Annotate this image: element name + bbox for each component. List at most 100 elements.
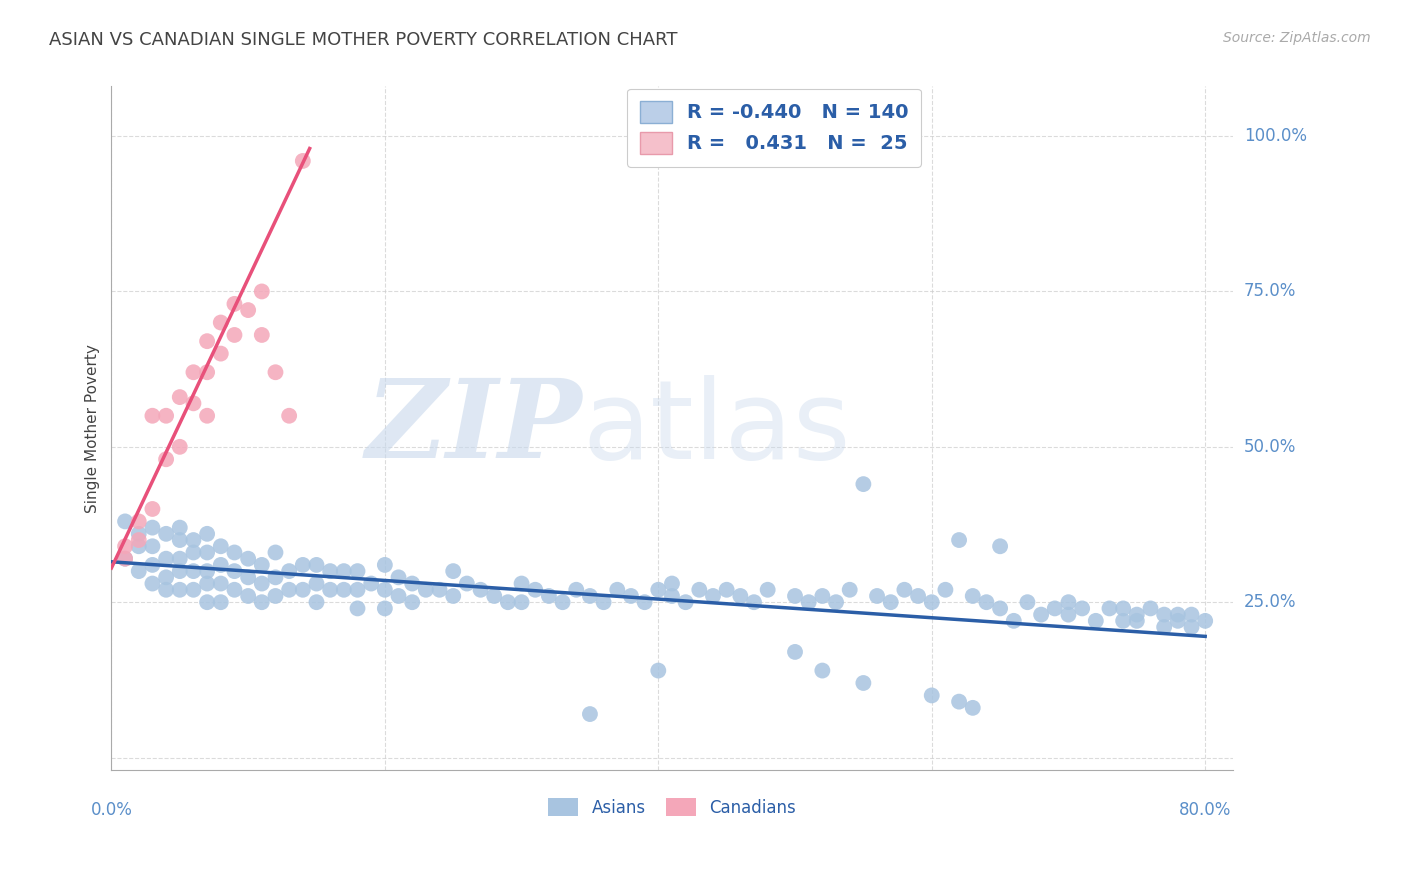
Point — [236, 303, 259, 318]
Point — [195, 409, 218, 423]
Point — [606, 582, 628, 597]
Point — [278, 564, 301, 578]
Point — [183, 396, 205, 410]
Point — [128, 539, 150, 553]
Point — [537, 589, 560, 603]
Point — [224, 545, 246, 559]
Text: 25.0%: 25.0% — [1244, 593, 1296, 611]
Point — [155, 570, 177, 584]
Point — [1153, 607, 1175, 622]
Point — [1112, 614, 1135, 628]
Point — [1139, 601, 1161, 615]
Point — [264, 365, 287, 379]
Point — [620, 589, 643, 603]
Point — [551, 595, 574, 609]
Point — [1057, 607, 1080, 622]
Point — [209, 316, 232, 330]
Point — [988, 539, 1011, 553]
Point — [510, 595, 533, 609]
Point — [305, 576, 328, 591]
Point — [128, 515, 150, 529]
Point — [1180, 620, 1202, 634]
Point — [976, 595, 998, 609]
Point — [250, 558, 273, 572]
Point — [401, 595, 423, 609]
Point — [224, 297, 246, 311]
Point — [387, 589, 409, 603]
Point — [510, 576, 533, 591]
Point — [441, 589, 464, 603]
Point — [592, 595, 614, 609]
Text: 50.0%: 50.0% — [1244, 438, 1296, 456]
Point — [838, 582, 860, 597]
Point — [1057, 595, 1080, 609]
Point — [579, 707, 602, 722]
Point — [264, 589, 287, 603]
Point — [401, 576, 423, 591]
Point — [921, 595, 943, 609]
Point — [114, 539, 136, 553]
Point — [1180, 607, 1202, 622]
Point — [415, 582, 437, 597]
Point — [374, 582, 396, 597]
Point — [114, 551, 136, 566]
Point — [155, 551, 177, 566]
Point — [797, 595, 820, 609]
Point — [195, 564, 218, 578]
Point — [291, 558, 314, 572]
Text: 100.0%: 100.0% — [1244, 127, 1306, 145]
Point — [524, 582, 547, 597]
Point — [236, 570, 259, 584]
Point — [429, 582, 451, 597]
Point — [195, 334, 218, 348]
Point — [278, 582, 301, 597]
Point — [155, 452, 177, 467]
Point — [250, 576, 273, 591]
Point — [155, 582, 177, 597]
Point — [948, 695, 970, 709]
Point — [716, 582, 738, 597]
Text: ASIAN VS CANADIAN SINGLE MOTHER POVERTY CORRELATION CHART: ASIAN VS CANADIAN SINGLE MOTHER POVERTY … — [49, 31, 678, 49]
Point — [811, 589, 834, 603]
Point — [496, 595, 519, 609]
Text: 80.0%: 80.0% — [1180, 800, 1232, 819]
Y-axis label: Single Mother Poverty: Single Mother Poverty — [86, 343, 100, 513]
Point — [141, 409, 163, 423]
Point — [114, 515, 136, 529]
Point — [209, 346, 232, 360]
Point — [224, 328, 246, 343]
Text: 75.0%: 75.0% — [1244, 283, 1296, 301]
Point — [250, 595, 273, 609]
Point — [264, 545, 287, 559]
Point — [661, 589, 683, 603]
Legend: Asians, Canadians: Asians, Canadians — [541, 791, 803, 823]
Point — [250, 285, 273, 299]
Point — [633, 595, 655, 609]
Point — [183, 564, 205, 578]
Point — [278, 409, 301, 423]
Point — [141, 502, 163, 516]
Point — [934, 582, 956, 597]
Point — [128, 533, 150, 547]
Point — [333, 582, 356, 597]
Text: atlas: atlas — [582, 375, 851, 482]
Point — [183, 545, 205, 559]
Point — [169, 564, 191, 578]
Point — [155, 526, 177, 541]
Point — [374, 558, 396, 572]
Point — [155, 409, 177, 423]
Point — [291, 153, 314, 168]
Point — [756, 582, 779, 597]
Point — [387, 570, 409, 584]
Point — [209, 576, 232, 591]
Point — [319, 564, 342, 578]
Point — [647, 582, 669, 597]
Point — [783, 645, 806, 659]
Point — [169, 551, 191, 566]
Point — [195, 545, 218, 559]
Point — [224, 564, 246, 578]
Point — [128, 564, 150, 578]
Point — [579, 589, 602, 603]
Point — [333, 564, 356, 578]
Text: ZIP: ZIP — [366, 375, 582, 482]
